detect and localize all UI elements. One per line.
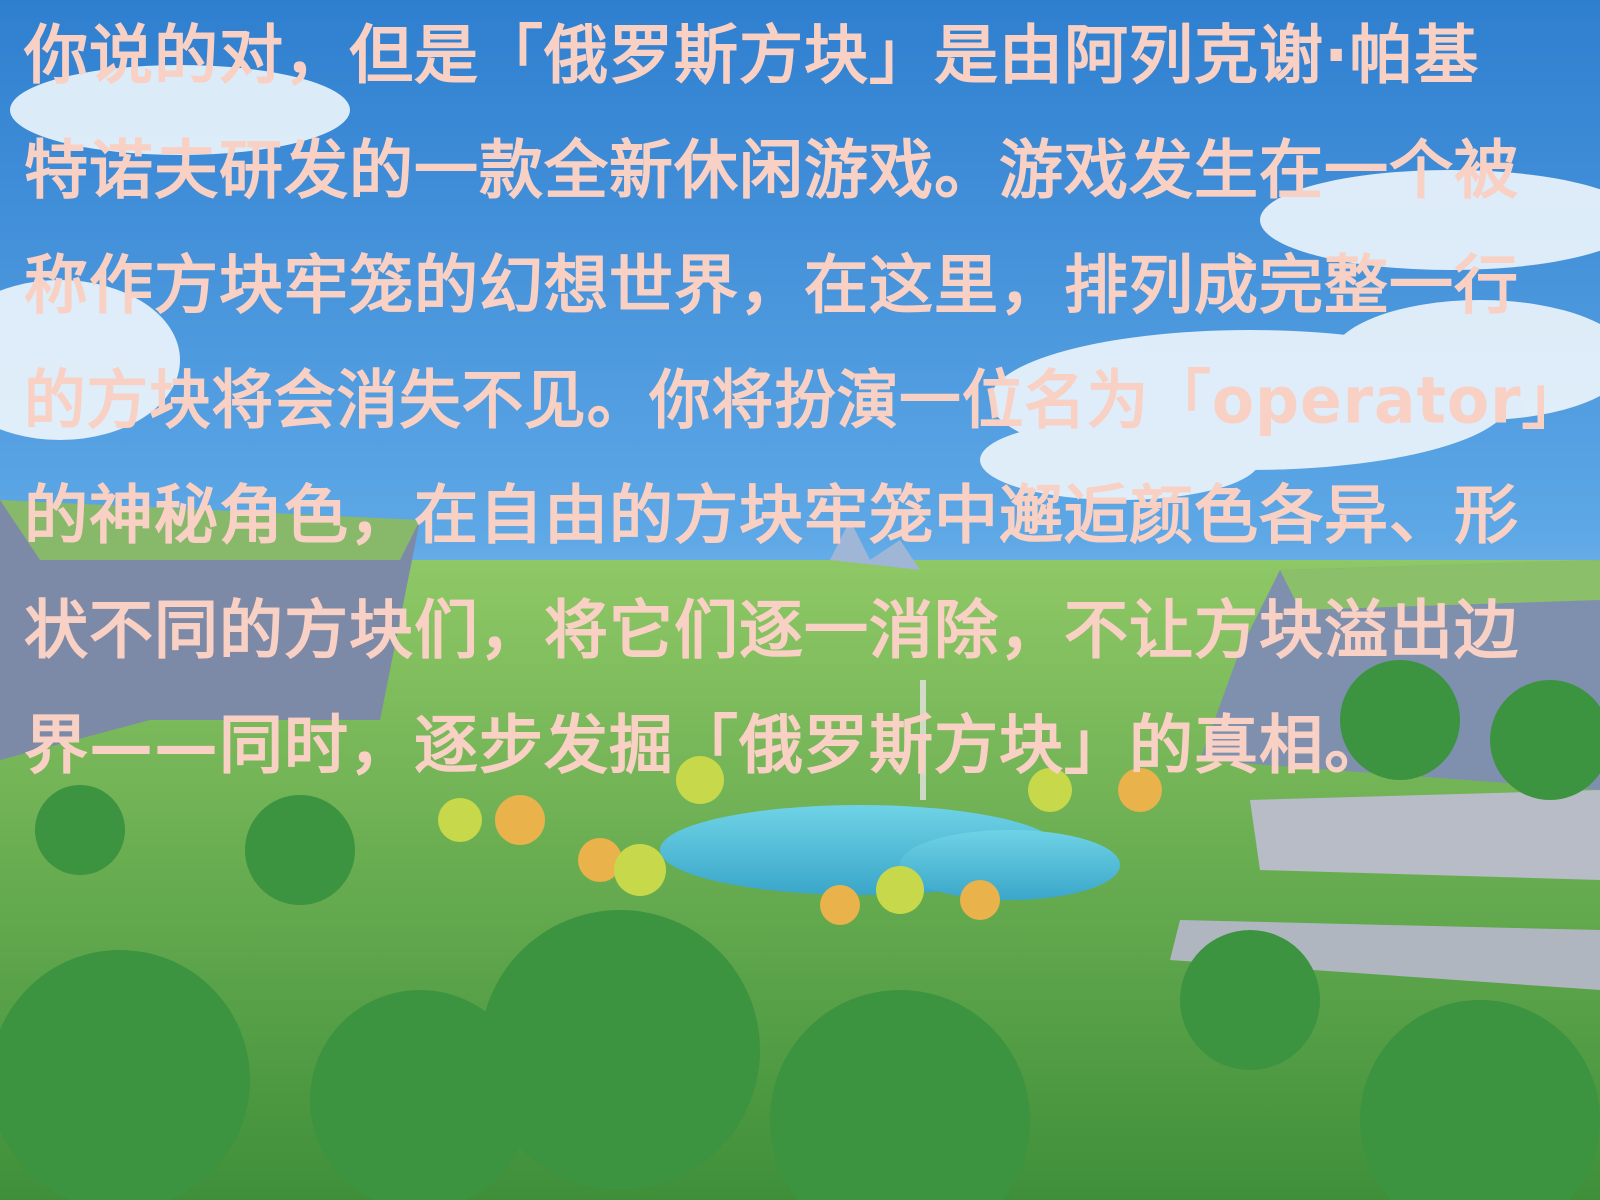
story-line: 称作方块牢笼的幻想世界，在这里，排列成完整一行 xyxy=(24,250,1519,324)
story-line: 的方块将会消失不见。你将扮演一位名为「operator」 xyxy=(24,365,1584,439)
story-line: 特诺夫研发的一款全新休闲游戏。游戏发生在一个被 xyxy=(24,135,1519,209)
story-line: 你说的对，但是「俄罗斯方块」是由阿列克谢·帕基 xyxy=(23,20,1479,94)
story-line: 界——同时，逐步发掘「俄罗斯方块」的真相。 xyxy=(24,710,1389,784)
text-overlay: 你说的对，但是「俄罗斯方块」是由阿列克谢·帕基特诺夫研发的一款全新休闲游戏。游戏… xyxy=(23,20,1584,784)
story-line: 状不同的方块们，将它们逐一消除，不让方块溢出边 xyxy=(24,595,1519,669)
story-line: 的神秘角色，在自由的方块牢笼中邂逅颜色各异、形 xyxy=(24,480,1519,554)
